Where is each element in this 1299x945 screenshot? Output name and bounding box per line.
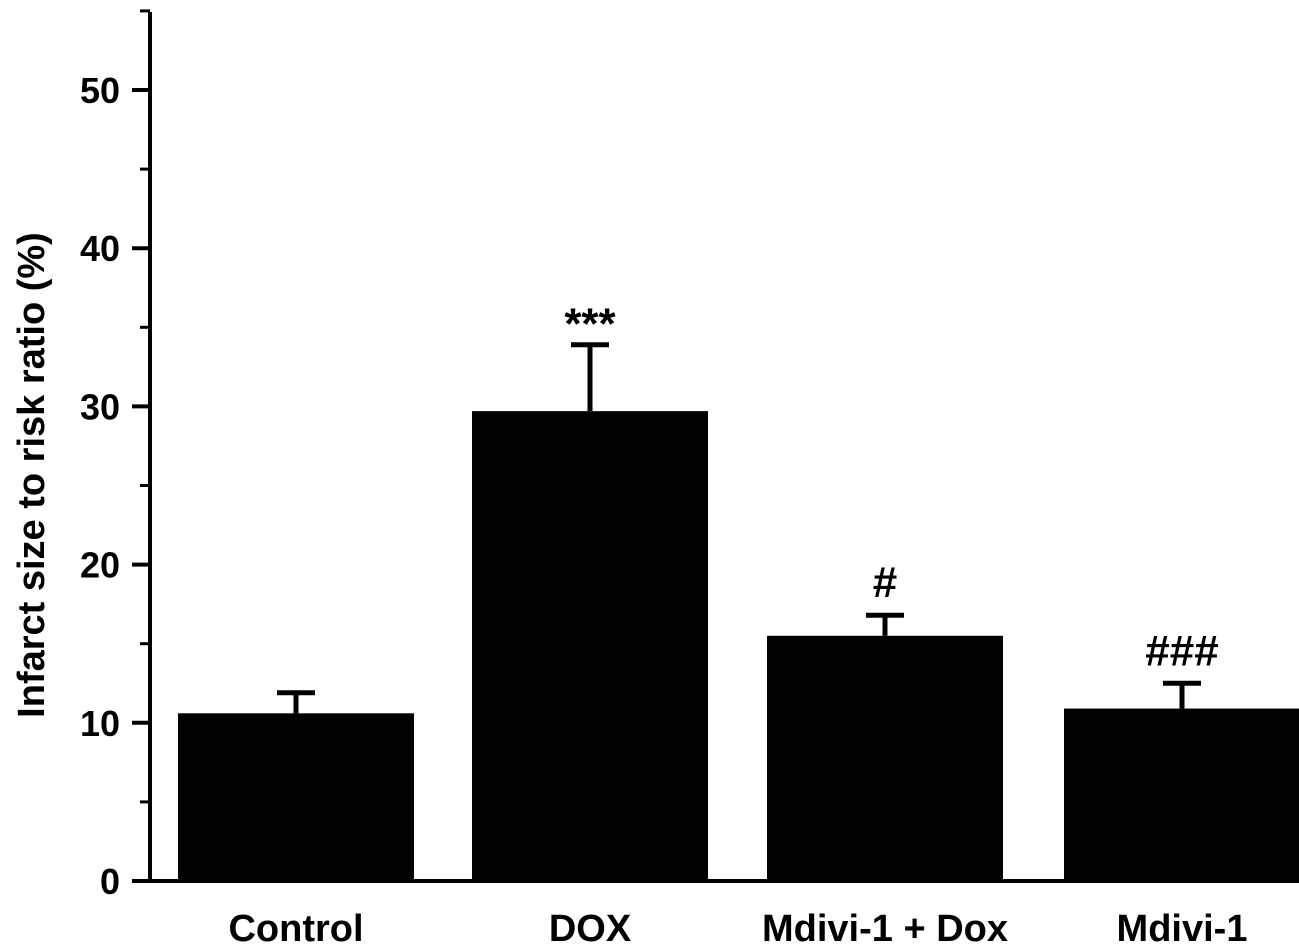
axes-layer	[132, 9, 1299, 883]
bar-3	[767, 635, 1003, 881]
y-tick-label: 50	[80, 70, 120, 111]
bar-4	[1064, 708, 1299, 881]
y-axis-title: Infarct size to risk ratio (%)	[11, 232, 53, 718]
significance-label-3: #	[873, 558, 897, 607]
x-tick-label-3: Mdivi-1 + Dox	[762, 908, 1008, 945]
x-tick-label-1: Control	[228, 908, 363, 945]
bars-layer	[178, 411, 1299, 881]
bar-1	[178, 713, 414, 881]
bar-2	[472, 411, 708, 881]
error-bars-layer	[277, 342, 1201, 714]
y-tick-label: 10	[80, 703, 120, 744]
significance-label-2: ***	[564, 300, 616, 349]
y-tick-label: 20	[80, 545, 120, 586]
labels-layer: Control *** DOX # Mdivi-1 + Dox ### Mdivi-1 0 10…	[80, 70, 1248, 945]
y-tick-label: 0	[100, 861, 120, 902]
y-tick-label: 40	[80, 228, 120, 269]
x-tick-label-4: Mdivi-1	[1117, 908, 1248, 945]
significance-label-4: ###	[1145, 626, 1218, 675]
x-tick-label-2: DOX	[549, 908, 632, 945]
y-tick-label: 30	[80, 386, 120, 427]
